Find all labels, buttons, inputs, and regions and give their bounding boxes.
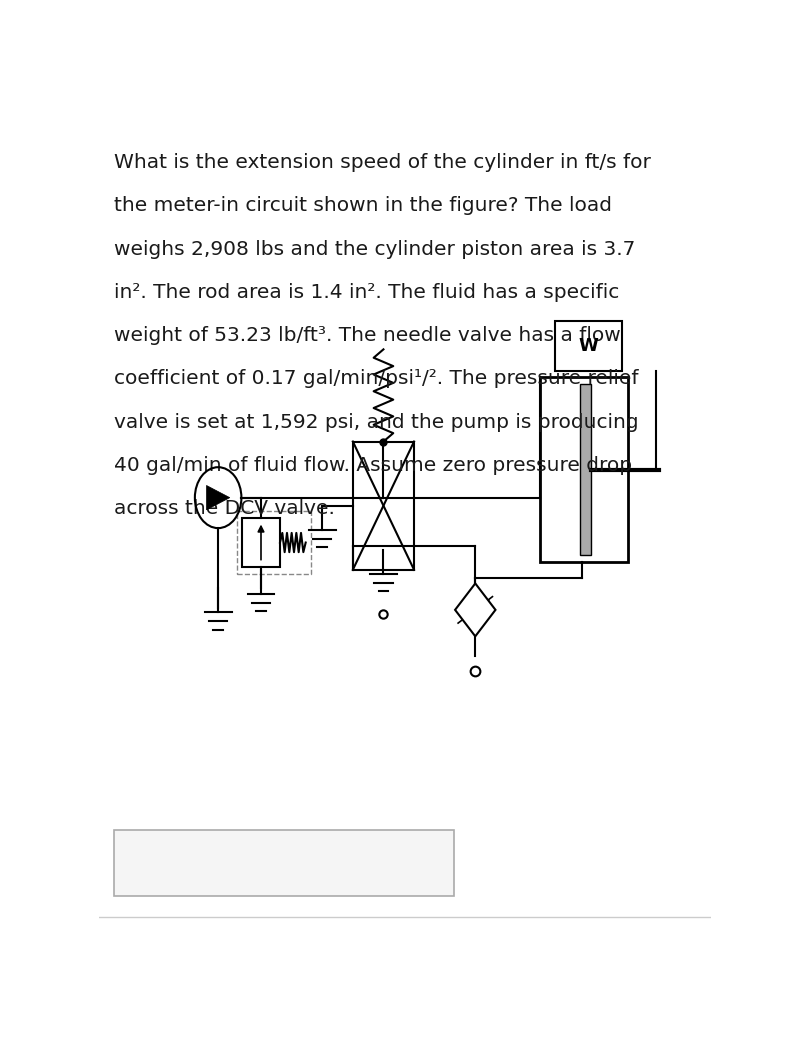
- Text: W: W: [578, 337, 599, 355]
- Text: coefficient of 0.17 gal/min/psi¹/². The pressure relief: coefficient of 0.17 gal/min/psi¹/². The …: [114, 370, 638, 388]
- Bar: [555, 322, 623, 371]
- Bar: [242, 517, 280, 567]
- Text: across the DCV valve.: across the DCV valve.: [114, 500, 335, 518]
- Bar: [114, 831, 453, 896]
- Text: in². The rod area is 1.4 in². The fluid has a specific: in². The rod area is 1.4 in². The fluid …: [114, 283, 619, 302]
- Text: valve is set at 1,592 psi, and the pump is producing: valve is set at 1,592 psi, and the pump …: [114, 412, 638, 432]
- Text: the meter-in circuit shown in the figure? The load: the meter-in circuit shown in the figure…: [114, 197, 612, 215]
- Bar: [237, 511, 310, 574]
- Polygon shape: [455, 583, 495, 636]
- Bar: [540, 378, 628, 562]
- Text: weighs 2,908 lbs and the cylinder piston area is 3.7: weighs 2,908 lbs and the cylinder piston…: [114, 239, 635, 258]
- Polygon shape: [206, 485, 230, 510]
- Bar: [353, 441, 414, 569]
- Text: weight of 53.23 lb/ft³. The needle valve has a flow: weight of 53.23 lb/ft³. The needle valve…: [114, 326, 621, 346]
- Text: 40 gal/min of fluid flow. Assume zero pressure drop: 40 gal/min of fluid flow. Assume zero pr…: [114, 456, 632, 475]
- Bar: [580, 384, 591, 555]
- Text: What is the extension speed of the cylinder in ft/s for: What is the extension speed of the cylin…: [114, 153, 651, 172]
